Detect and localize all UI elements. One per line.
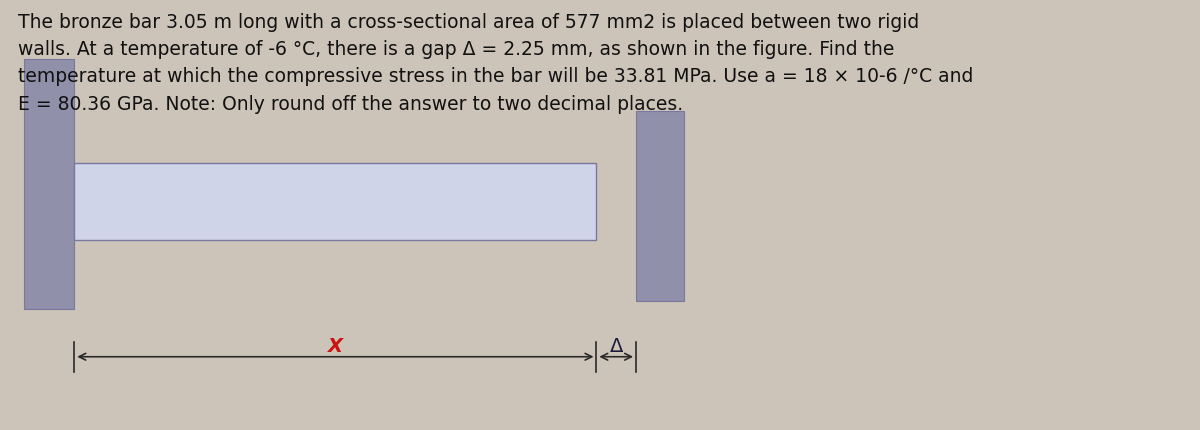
Bar xyxy=(24,60,74,310)
Text: X: X xyxy=(328,336,343,355)
Bar xyxy=(636,112,684,301)
Bar xyxy=(74,163,596,241)
Text: Δ: Δ xyxy=(610,336,623,355)
Text: The bronze bar 3.05 m long with a cross-sectional area of 577 mm2 is placed betw: The bronze bar 3.05 m long with a cross-… xyxy=(18,13,973,114)
